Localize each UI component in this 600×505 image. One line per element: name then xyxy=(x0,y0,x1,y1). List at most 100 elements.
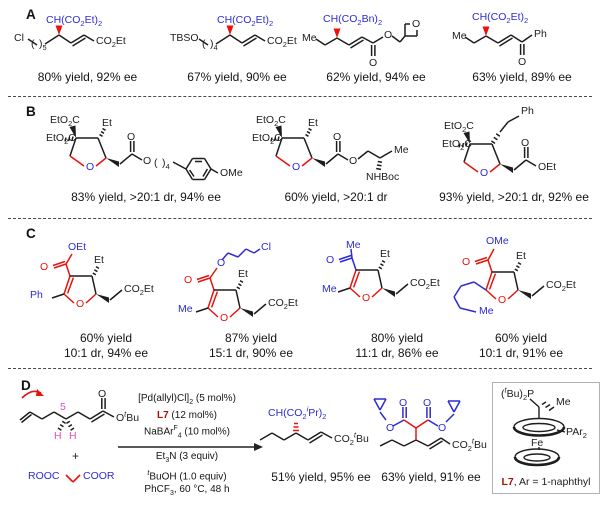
malonate-reagent: ROOC COOR xyxy=(28,466,143,488)
yield-label: 83% yield, >20:1 dr, 94% ee xyxy=(71,190,221,204)
repeat-bracket-open: ( xyxy=(31,38,35,50)
yield-label: 63% yield, 91% ee xyxy=(381,470,481,484)
substrate-diene: 5 H H O OtBu xyxy=(18,386,140,448)
ring-o-label: O xyxy=(480,167,489,179)
compound-c4: OMe O Et Me O CO2Et xyxy=(446,236,598,336)
repeat-bracket-close: )4 xyxy=(162,157,170,172)
yield-label: 80% yield, 92% ee xyxy=(37,70,138,84)
ligand-name: L7 xyxy=(501,476,514,488)
malonate-label: CH(CO2Et)2 xyxy=(472,11,529,26)
compound-a3: Me CH(CO2Bn)2 O O O xyxy=(302,12,464,72)
condition-line: tBuOH (1.0 equiv) xyxy=(147,470,227,483)
h-label: H xyxy=(54,430,62,442)
condition-line: PhCF3, 60 °C, 48 h xyxy=(144,484,230,498)
ring-o-label: O xyxy=(498,294,507,306)
ester-label: CO2Et xyxy=(124,283,154,298)
ester-label: EtO2C xyxy=(444,120,474,135)
ester-label: EtO2C xyxy=(256,114,286,129)
ligand-caption: L7, Ar = 1-naphthyl xyxy=(497,477,595,488)
carbonyl-o-label: O xyxy=(521,137,530,149)
panel-label-b: B xyxy=(26,104,36,119)
ligand-box: (tBu)2P Me PAr2 Fe L7, Ar = 1-naphthyl xyxy=(492,382,600,494)
ester-label: ROOC xyxy=(28,470,60,482)
panel-label-a: A xyxy=(26,7,36,22)
condition-line: [Pd(allyl)Cl]2 (5 mol%) xyxy=(138,393,236,406)
ester-label: EtO2C xyxy=(46,132,76,147)
compound-a4: Me CH(CO2Et)2 O Ph xyxy=(452,12,597,70)
product-1: CH(CO2iPr)2 CO2tBu xyxy=(259,404,388,452)
ester-o-label: O xyxy=(217,257,226,269)
skeleton-a3 xyxy=(315,23,418,56)
carbonyl-o-label: O xyxy=(399,397,408,409)
panel-label-d: D xyxy=(21,378,31,393)
skeleton-b3 xyxy=(458,115,537,173)
compound-c3: Me O Et Me O CO2Et xyxy=(322,240,472,328)
skeleton-malonate xyxy=(65,474,81,483)
chloro-label: Cl xyxy=(261,241,271,253)
divider xyxy=(8,368,592,369)
skeleton-ligand xyxy=(512,398,566,467)
methyl-label: Me xyxy=(394,144,409,156)
phenyl-label: Ph xyxy=(521,105,534,117)
repeat-bracket-open: ( xyxy=(154,157,158,169)
yield-label: 87% yield xyxy=(224,331,278,345)
conditions-above-arrow: [Pd(allyl)Cl]2 (5 mol%) L7 (12 mol%) NaB… xyxy=(112,392,262,442)
reaction-arrow xyxy=(118,443,263,451)
yield-label: 60% yield xyxy=(79,331,133,345)
repeat-bracket-open: ( xyxy=(202,38,206,50)
compound-a1: Cl ( )5 CH(CO2Et)2 CO2Et xyxy=(12,14,167,70)
oxetane-o-label: O xyxy=(412,18,421,30)
ring-o-label: O xyxy=(292,161,301,173)
ester-label: EtO2C xyxy=(442,138,472,153)
ethyl-label: Et xyxy=(308,117,318,129)
ester-label: OEt xyxy=(68,241,87,253)
compound-b2: EtO2C EtO2C Et O O O Me NHBoc xyxy=(252,112,427,190)
ethyl-label: Et xyxy=(238,268,248,280)
phosphine-label: PAr2 xyxy=(566,426,587,441)
compound-c1: OEt O Et Ph O CO2Et xyxy=(30,238,182,322)
ester-label: CO2tBu xyxy=(334,430,369,448)
skeleton-product-2 xyxy=(373,398,461,450)
substituent-label: Cl xyxy=(14,32,24,44)
carbonyl-o-label: O xyxy=(518,56,527,68)
yield-label: 93% yield, >20:1 dr, 92% ee xyxy=(439,190,589,204)
dr-ee-label: 10:1 dr, 91% ee xyxy=(478,346,564,360)
skeleton-product-1 xyxy=(259,422,333,444)
malonate-label: CH(CO2iPr)2 xyxy=(268,404,327,422)
conditions-below-arrow: Et3N (3 equiv) tBuOH (1.0 equiv) PhCF3, … xyxy=(112,450,262,500)
carbonyl-o-label: O xyxy=(98,388,107,400)
ethyl-label: Et xyxy=(94,254,104,266)
ring-o-label: O xyxy=(86,161,95,173)
ester-label: CO2Et xyxy=(546,279,576,294)
substituent-label: TBSO xyxy=(170,32,199,44)
substituent-label: Me xyxy=(302,32,317,44)
nhboc-label: NHBoc xyxy=(366,171,400,183)
c2-substituent-label: Ph xyxy=(30,289,43,301)
ester-o-label: O xyxy=(384,29,393,41)
ring-o-label: O xyxy=(76,298,85,310)
ring-o-label: O xyxy=(362,292,371,304)
condition-line: Et3N (3 equiv) xyxy=(155,451,219,464)
skeleton-a1 xyxy=(27,25,95,47)
ester-o-label: O xyxy=(143,155,152,167)
phenyl-label: Ph xyxy=(534,28,547,40)
skeleton-c3 xyxy=(337,248,409,298)
malonate-label: CH(CO2Et)2 xyxy=(217,14,274,29)
ester-label: OEt xyxy=(538,161,557,173)
ring-o-label: O xyxy=(220,312,229,324)
malonate-label: CH(CO2Bn)2 xyxy=(323,13,383,28)
skeleton-c4 xyxy=(453,248,545,313)
yield-label: 67% yield, 90% ee xyxy=(187,70,287,84)
repeat-bracket-close: )4 xyxy=(210,38,218,53)
carbonyl-o-label: O xyxy=(369,57,378,69)
h-label: H xyxy=(69,430,77,442)
ester-label: COOR xyxy=(83,470,115,482)
yield-label: 60% yield, >20:1 dr xyxy=(284,190,388,204)
acetyl-methyl-label: Me xyxy=(346,239,361,251)
skeleton-b2 xyxy=(270,125,393,171)
divider xyxy=(8,218,592,219)
chain-methyl-label: Me xyxy=(479,305,494,317)
phosphine-label: (tBu)2P xyxy=(501,385,535,403)
ester-label: CO2tBu xyxy=(452,436,487,454)
